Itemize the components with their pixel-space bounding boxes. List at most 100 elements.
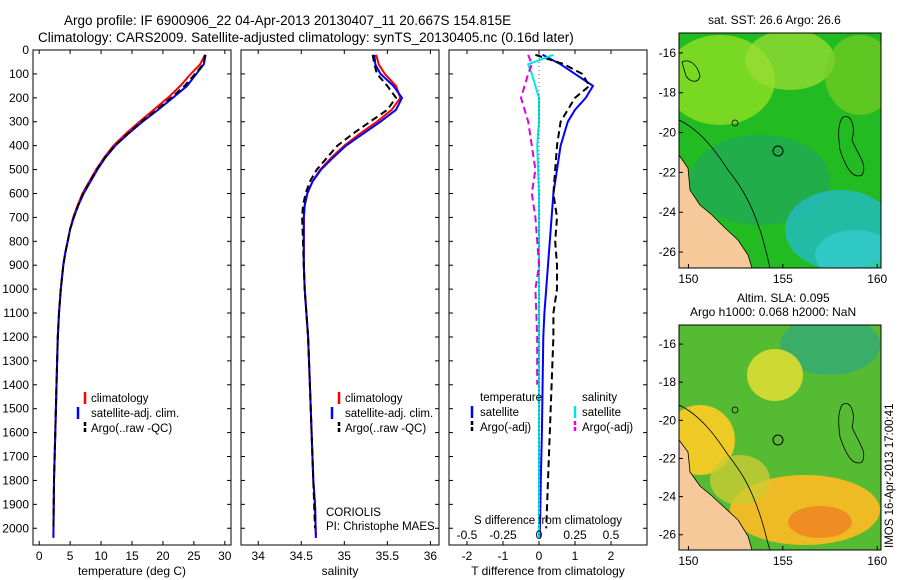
difference-profile-lines — [519, 50, 595, 545]
temperature-panel: 0100200300400500600700800900100011001200… — [2, 43, 232, 578]
map-x-tick-label: 160 — [867, 272, 887, 286]
depth-tick-label: 100 — [9, 67, 29, 81]
legend-label-s-satellite: satellite — [582, 407, 621, 419]
sst-cool-patch — [690, 135, 830, 225]
t-difference-tick-labels: -2 -1 0 1 2 — [462, 50, 615, 563]
temperature-legend: climatology satellite-adj. clim. Argo(..… — [76, 392, 179, 435]
t-difference-axis-label: T difference from climatology — [471, 564, 625, 578]
x-tick-label: 34.5 — [290, 549, 314, 563]
depth-tick-label: 700 — [9, 210, 29, 224]
sla-map-ticks: 150 155 160 -16 -18 -20 -22 -24 -26 — [659, 337, 888, 568]
depth-tick-label: 400 — [9, 139, 29, 153]
legend-label-t-satellite: satellite — [480, 407, 519, 419]
map-x-tick-label: 150 — [678, 554, 698, 568]
legend-title-salinity: salinity — [582, 392, 617, 404]
sla-map-panel: Altim. SLA: 0.095 Argo h1000: 0.068 h200… — [659, 291, 888, 568]
map-y-tick-label: -24 — [659, 490, 677, 504]
depth-tick-label: 1400 — [2, 378, 29, 392]
depth-tick-label: 1200 — [2, 330, 29, 344]
map-y-tick-label: -18 — [659, 375, 677, 389]
legend-label-t-argo: Argo(-adj) — [480, 422, 531, 434]
legend-label-satellite: satellite-adj. clim. — [91, 408, 179, 420]
argo-position-marker — [772, 434, 784, 446]
depth-tick-label: 2000 — [2, 521, 29, 535]
salinity-panel: 34 34.5 35 35.5 36 salinity climatology sate… — [240, 49, 440, 578]
island-contour — [731, 119, 739, 127]
map-y-tick-label: -20 — [659, 126, 677, 140]
salinity-axis-label: salinity — [322, 564, 359, 578]
map-y-tick-label: -18 — [659, 86, 677, 100]
x-tick-label: 36 — [424, 549, 438, 563]
reef-contour — [681, 60, 701, 82]
data-centre-label: CORIOLIS — [326, 507, 381, 519]
s-difference-tick-label: 0 — [536, 528, 543, 542]
x-tick-label: 35.5 — [376, 549, 400, 563]
map-x-tick-label: 160 — [867, 554, 887, 568]
map-y-tick-label: -26 — [659, 528, 677, 542]
legend-title-temperature: temperature — [480, 392, 542, 404]
map-x-tick-label: 150 — [678, 272, 698, 286]
depth-tick-label: 600 — [9, 186, 29, 200]
series-line-satellite — [538, 53, 595, 538]
salinity-depth-ticks — [241, 49, 439, 529]
difference-axes-frame — [448, 49, 648, 546]
depth-tick-label: 1700 — [2, 450, 29, 464]
reef-contour — [679, 404, 771, 550]
x-tick-label: -2 — [462, 549, 473, 563]
x-tick-label: 30 — [218, 549, 232, 563]
map-x-tick-label: 155 — [773, 554, 793, 568]
x-tick-label: 2 — [608, 549, 615, 563]
sla-map-image — [679, 325, 881, 550]
sst-warm-patch — [825, 35, 881, 115]
x-tick-label: 0 — [36, 549, 43, 563]
x-tick-label: 0 — [536, 549, 543, 563]
temperature-profile-lines — [52, 54, 207, 538]
x-tick-label: -1 — [498, 549, 509, 563]
s-difference-tick-label: -0.25 — [489, 528, 517, 542]
sst-map-frame — [678, 32, 882, 269]
sst-warm-patch — [745, 33, 835, 90]
x-tick-label: 10 — [94, 549, 108, 563]
reef-contour — [838, 116, 865, 177]
legend-label-satellite: satellite-adj. clim. — [345, 408, 433, 420]
temperature-axes-frame — [32, 49, 232, 546]
island-contour — [731, 406, 739, 414]
series-line-argo-adj- — [519, 54, 541, 385]
sst-cool-patch — [815, 230, 881, 268]
depth-tick-label: 800 — [9, 234, 29, 248]
salinity-legend: climatology satellite-adj. clim. Argo(..… — [330, 392, 433, 435]
sla-mid-patch — [710, 455, 770, 505]
depth-tick-label: 1100 — [3, 306, 29, 320]
sst-map-title: sat. SST: 26.6 Argo: 26.6 — [708, 13, 841, 27]
s-difference-tick-label: 0.25 — [563, 528, 587, 542]
figure-title-line1: Argo profile: IF 6900906_22 04-Apr-2013 … — [64, 13, 511, 28]
map-y-tick-label: -24 — [659, 205, 677, 219]
x-tick-label: 35 — [338, 549, 352, 563]
depth-tick-label: 1600 — [2, 426, 29, 440]
depth-tick-label: 900 — [9, 258, 29, 272]
map-y-tick-label: -16 — [659, 337, 677, 351]
x-tick-label: 15 — [125, 549, 139, 563]
depth-tick-label: 1300 — [2, 354, 29, 368]
legend-label-climatology: climatology — [345, 393, 403, 405]
series-line-satellite — [526, 53, 554, 538]
x-tick-label: 5 — [67, 549, 74, 563]
pi-label: PI: Christophe MAES — [326, 521, 435, 533]
legend-label-climatology: climatology — [91, 393, 149, 405]
sst-map-image — [679, 33, 881, 268]
depth-tick-label: 200 — [9, 91, 29, 105]
map-y-tick-label: -22 — [659, 165, 677, 179]
reef-contour — [679, 119, 771, 268]
map-x-tick-label: 155 — [773, 272, 793, 286]
sla-map-title-line2: Argo h1000: 0.068 h2000: NaN — [690, 305, 856, 319]
sla-map-frame — [678, 324, 882, 551]
x-tick-label: 20 — [156, 549, 170, 563]
sla-peak-patch — [788, 506, 852, 538]
difference-depth-ticks — [449, 49, 647, 529]
land — [679, 154, 753, 268]
depth-tick-label: 1000 — [2, 282, 29, 296]
salinity-axes-frame — [240, 49, 440, 546]
s-difference-tick-label: -0.5 — [457, 528, 478, 542]
x-tick-label: 1 — [572, 549, 579, 563]
